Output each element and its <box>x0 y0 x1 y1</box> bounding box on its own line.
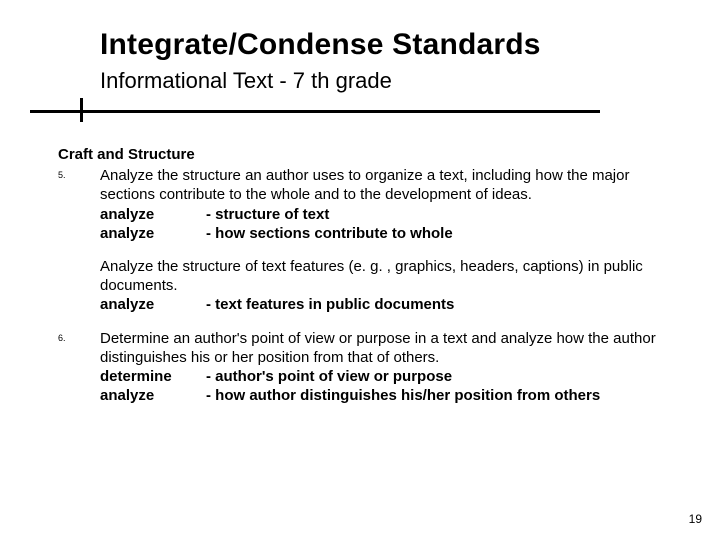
section-heading: Craft and Structure <box>58 145 668 164</box>
verb: analyze <box>100 295 206 314</box>
breakdown-row: analyze - structure of text <box>100 205 668 224</box>
standard-item: 6. Determine an author's point of view o… <box>58 329 668 406</box>
item-body: Determine an author's point of view or p… <box>100 329 668 406</box>
verb: determine <box>100 367 206 386</box>
breakdown-row: analyze - how sections contribute to who… <box>100 224 668 243</box>
item-paragraph: Analyze the structure an author uses to … <box>100 166 668 204</box>
desc: - how author distinguishes his/her posit… <box>206 386 600 405</box>
main-title: Integrate/Condense Standards <box>100 28 720 62</box>
breakdown-row: analyze - text features in public docume… <box>100 295 668 314</box>
desc: - how sections contribute to whole <box>206 224 453 243</box>
title-block: Integrate/Condense Standards Information… <box>0 0 720 94</box>
breakdown-row: analyze - how author distinguishes his/h… <box>100 386 668 405</box>
content-area: Craft and Structure 5. Analyze the struc… <box>58 145 668 419</box>
subtitle: Informational Text - 7 th grade <box>100 68 720 94</box>
verb: analyze <box>100 205 206 224</box>
standard-item: 5. Analyze the structure an author uses … <box>58 166 668 243</box>
item-body: Analyze the structure an author uses to … <box>100 166 668 243</box>
horizontal-rule <box>30 110 600 113</box>
desc: - text features in public documents <box>206 295 454 314</box>
item-number: 6. <box>58 329 100 406</box>
standard-subitem: Analyze the structure of text features (… <box>100 257 668 315</box>
item-paragraph: Analyze the structure of text features (… <box>100 257 668 295</box>
item-number: 5. <box>58 166 100 243</box>
page-number: 19 <box>689 512 702 526</box>
rule-tick <box>80 98 83 122</box>
verb: analyze <box>100 386 206 405</box>
verb: analyze <box>100 224 206 243</box>
desc: - structure of text <box>206 205 329 224</box>
desc: - author's point of view or purpose <box>206 367 452 386</box>
item-paragraph: Determine an author's point of view or p… <box>100 329 668 367</box>
breakdown-row: determine - author's point of view or pu… <box>100 367 668 386</box>
